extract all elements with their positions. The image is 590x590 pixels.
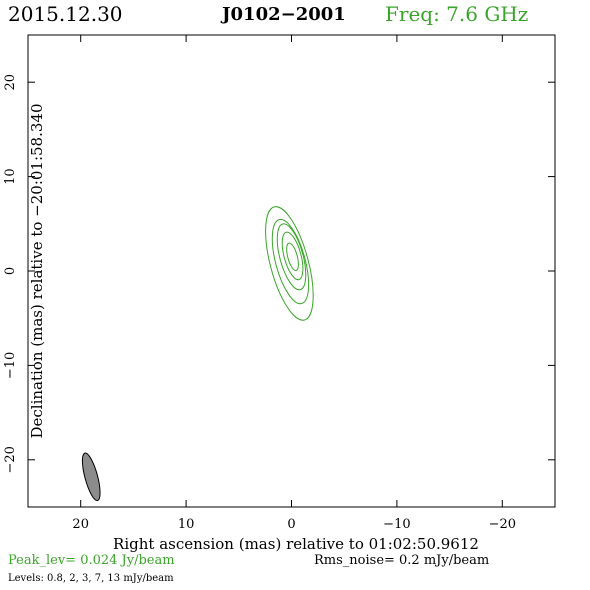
peak-level: Peak_lev= 0.024 Jy/beam bbox=[8, 553, 175, 568]
epoch-date: 2015.12.30 bbox=[8, 2, 123, 26]
contour-layer bbox=[265, 206, 314, 321]
contour-line bbox=[281, 231, 304, 281]
x-axis-label: Right ascension (mas) relative to 01:02:… bbox=[113, 535, 479, 553]
x-tick-label: 20 bbox=[72, 517, 89, 532]
contour-levels: Levels: 0.8, 2, 3, 7, 13 mJy/beam bbox=[8, 573, 174, 584]
y-tick-label: 0 bbox=[3, 267, 18, 275]
y-tick-label: 20 bbox=[3, 74, 18, 91]
contour-line bbox=[265, 206, 314, 321]
beam-ellipse bbox=[81, 452, 101, 502]
x-tick-labels: 20 10 0 −10 −20 bbox=[72, 517, 516, 532]
rms-noise: Rms_noise= 0.2 mJy/beam bbox=[314, 553, 490, 568]
x-tick-label: −20 bbox=[489, 517, 516, 532]
source-name: J0102−2001 bbox=[222, 4, 346, 25]
beam-layer bbox=[81, 452, 101, 502]
axis-ticks bbox=[28, 35, 555, 507]
x-tick-label: 10 bbox=[178, 517, 195, 532]
y-tick-label: −20 bbox=[3, 446, 18, 473]
x-tick-label: 0 bbox=[287, 517, 295, 532]
contour-line bbox=[286, 242, 299, 272]
y-axis-label: Declination (mas) relative to −20:01:58.… bbox=[28, 103, 46, 438]
y-tick-labels: 20 10 0 −10 −20 bbox=[3, 74, 18, 474]
x-tick-label: −10 bbox=[383, 517, 410, 532]
plot-frame bbox=[27, 34, 556, 508]
contour-line bbox=[276, 223, 307, 291]
frequency-label: Freq: 7.6 GHz bbox=[385, 2, 529, 26]
y-tick-label: −10 bbox=[3, 352, 18, 379]
y-tick-label: 10 bbox=[3, 168, 18, 185]
contour-line bbox=[271, 218, 310, 305]
